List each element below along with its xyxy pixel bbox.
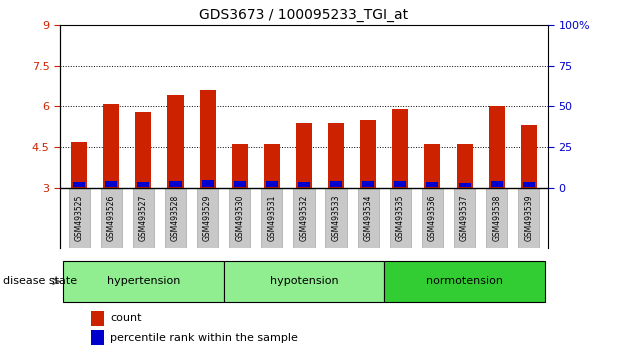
Bar — [91, 311, 104, 326]
Text: GSM493535: GSM493535 — [396, 195, 405, 241]
Bar — [296, 123, 312, 188]
Bar — [103, 104, 119, 188]
Bar — [71, 142, 87, 188]
Text: percentile rank within the sample: percentile rank within the sample — [110, 332, 298, 343]
Text: GSM493537: GSM493537 — [460, 195, 469, 241]
FancyBboxPatch shape — [224, 261, 384, 302]
Text: GSM493527: GSM493527 — [139, 195, 148, 241]
Bar — [457, 144, 472, 188]
Bar — [326, 188, 347, 248]
Text: GSM493525: GSM493525 — [74, 195, 84, 241]
Text: GSM493528: GSM493528 — [171, 195, 180, 241]
Bar — [459, 183, 471, 187]
Bar — [137, 182, 149, 187]
Text: GSM493530: GSM493530 — [235, 195, 244, 241]
Bar — [229, 188, 250, 248]
Bar — [169, 181, 181, 187]
Bar — [266, 181, 278, 187]
Bar — [73, 182, 85, 187]
Bar — [168, 96, 183, 188]
Bar — [491, 181, 503, 187]
Bar — [489, 106, 505, 188]
Bar — [486, 188, 507, 248]
Bar — [298, 182, 310, 187]
Bar — [133, 188, 154, 248]
Text: count: count — [110, 313, 142, 323]
Bar — [294, 188, 314, 248]
Text: normotension: normotension — [426, 275, 503, 286]
Bar — [197, 188, 218, 248]
Bar — [360, 120, 376, 188]
Bar — [394, 182, 406, 187]
Bar — [454, 188, 475, 248]
Bar — [232, 144, 248, 188]
Text: GSM493538: GSM493538 — [492, 195, 501, 241]
Text: disease state: disease state — [3, 276, 77, 286]
Bar — [261, 188, 282, 248]
Bar — [422, 188, 443, 248]
Bar — [523, 182, 535, 187]
Text: hypertension: hypertension — [106, 275, 180, 286]
Text: GSM493534: GSM493534 — [364, 195, 373, 241]
Bar — [362, 182, 374, 187]
FancyBboxPatch shape — [63, 261, 224, 302]
Text: GSM493529: GSM493529 — [203, 195, 212, 241]
FancyBboxPatch shape — [384, 261, 545, 302]
Title: GDS3673 / 100095233_TGI_at: GDS3673 / 100095233_TGI_at — [200, 8, 408, 22]
Text: GSM493533: GSM493533 — [331, 195, 341, 241]
Bar — [105, 181, 117, 187]
Bar — [328, 123, 344, 188]
Bar — [390, 188, 411, 248]
Bar — [202, 180, 214, 187]
Bar — [358, 188, 379, 248]
Bar — [427, 182, 438, 187]
Bar — [264, 144, 280, 188]
Bar — [91, 330, 104, 345]
Bar — [101, 188, 122, 248]
Bar — [518, 188, 539, 248]
Bar — [234, 182, 246, 187]
Text: GSM493531: GSM493531 — [267, 195, 277, 241]
Text: GSM493539: GSM493539 — [524, 195, 534, 241]
Bar — [69, 188, 89, 248]
Text: GSM493526: GSM493526 — [106, 195, 116, 241]
Bar — [392, 109, 408, 188]
Text: GSM493532: GSM493532 — [299, 195, 309, 241]
Bar — [425, 144, 440, 188]
Text: hypotension: hypotension — [270, 275, 338, 286]
Bar — [521, 125, 537, 188]
Bar — [330, 182, 342, 187]
Bar — [200, 90, 215, 188]
Bar — [165, 188, 186, 248]
Text: GSM493536: GSM493536 — [428, 195, 437, 241]
Bar — [135, 112, 151, 188]
